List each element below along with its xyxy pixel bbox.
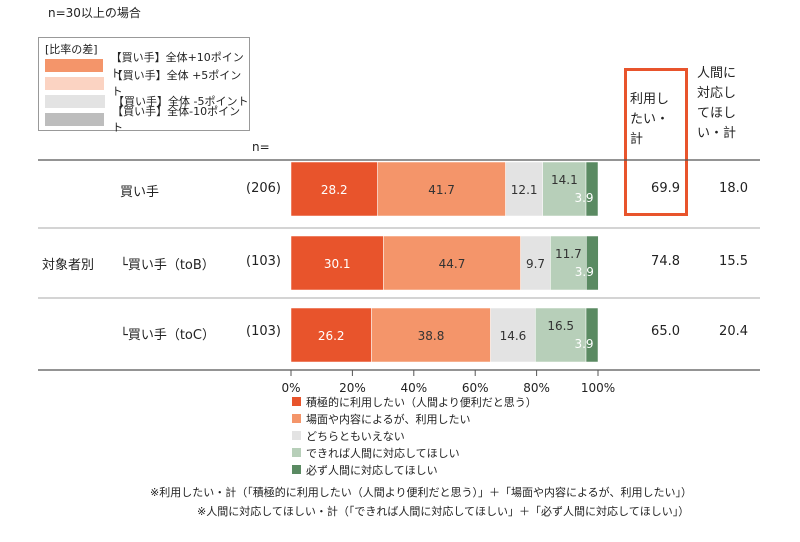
n-value: (103)	[246, 254, 281, 269]
row-label: └買い手（toC）	[120, 328, 215, 343]
x-tick-label: 40%	[400, 381, 427, 395]
footnote: ※利用したい・計（「積極的に利用したい（人間より便利だと思う）」＋「場面や内容に…	[150, 486, 692, 499]
difference-label: 【買い手】全体 -5ポイント	[113, 95, 249, 108]
difference-label: 【買い手】全体-10ポイント	[112, 105, 241, 134]
bar-segment	[586, 235, 599, 291]
data-label: 3.9	[574, 191, 593, 205]
use-header-line: たい・	[630, 112, 670, 127]
n-value: (103)	[246, 324, 281, 339]
difference-label: 【買い手】全体 +5ポイント	[111, 69, 242, 98]
difference-legend-item: 【買い手】全体 -5ポイント	[45, 93, 248, 109]
difference-legend-item: 【買い手】全体 +5ポイント	[45, 69, 249, 98]
bar-segment	[542, 161, 587, 217]
n-value: (206)	[246, 181, 281, 196]
legend-label: 場面や内容によるが、利用したい	[306, 412, 470, 426]
data-label: 26.2	[318, 329, 345, 343]
x-tick-label: 0%	[281, 381, 300, 395]
bar-segment	[377, 161, 506, 217]
legend-label: できれば人間に対応してほしい	[306, 446, 460, 460]
bar-segment	[383, 235, 521, 291]
use-total-value: 65.0	[651, 324, 680, 339]
difference-legend-title: [比率の差]	[45, 43, 98, 56]
data-label: 12.1	[511, 183, 538, 197]
difference-swatch	[45, 112, 105, 126]
x-tick-label: 60%	[462, 381, 489, 395]
data-label: 14.6	[500, 329, 527, 343]
human-header-line: い・計	[697, 126, 737, 141]
x-tick-label: 20%	[339, 381, 366, 395]
human-header-line: 人間に	[697, 66, 737, 81]
difference-legend-item: 【買い手】全体+10ポイント	[45, 51, 249, 80]
footnote: ※人間に対応してほしい・計（「できれば人間に対応してほしい」＋「必ず人間に対応し…	[197, 505, 690, 518]
legend-swatch	[292, 431, 301, 440]
bar-segment	[550, 235, 587, 291]
use-total-header: 利用し たい・ 計	[630, 90, 669, 150]
bar-segment	[290, 307, 372, 363]
difference-label: 【買い手】全体+10ポイント	[110, 51, 244, 80]
human-total-value: 15.5	[719, 254, 748, 269]
data-label: 3.9	[574, 337, 593, 351]
data-label: 38.8	[418, 329, 445, 343]
difference-legend-item: 【買い手】全体-10ポイント	[45, 105, 249, 134]
bar-segment	[585, 307, 599, 363]
bar-segment	[290, 235, 384, 291]
human-total-value: 20.4	[719, 324, 748, 339]
legend-swatch	[292, 448, 301, 457]
legend-swatch	[292, 465, 301, 474]
bar-segment	[535, 307, 587, 363]
legend-label: 必ず人間に対応してほしい	[306, 463, 438, 477]
bar-segment	[585, 161, 599, 217]
difference-swatch	[45, 58, 103, 72]
human-header-line: 対応し	[697, 86, 737, 101]
human-total-header: 人間に 対応し てほし い・計	[697, 64, 736, 144]
use-total-value: 74.8	[651, 254, 680, 269]
bar-segment	[371, 307, 491, 363]
data-label: 28.2	[321, 183, 348, 197]
sample-note: n=30以上の場合	[48, 6, 141, 20]
legend-label: どちらともいえない	[306, 430, 405, 443]
n-header: n=	[252, 140, 270, 154]
difference-swatch	[45, 76, 104, 90]
x-tick-label: 100%	[581, 381, 615, 395]
difference-legend: [比率の差] 【買い手】全体+10ポイント 【買い手】全体 +5ポイント 【買い…	[38, 37, 250, 134]
data-label: 3.9	[575, 265, 594, 279]
bar-segment	[290, 161, 378, 217]
data-label: 11.7	[555, 247, 582, 261]
difference-swatch	[45, 94, 105, 108]
data-label: 9.7	[526, 257, 545, 271]
legend-swatch	[292, 414, 301, 423]
bar-segment	[490, 307, 536, 363]
x-tick-label: 80%	[523, 381, 550, 395]
use-header-line: 利用し	[630, 92, 670, 107]
data-label: 14.1	[551, 173, 578, 187]
use-header-line: 計	[630, 132, 644, 147]
data-label: 41.7	[428, 183, 455, 197]
bar-segment	[505, 161, 543, 217]
group-label: 対象者別	[42, 258, 95, 273]
row-label: └買い手（toB）	[120, 258, 215, 273]
legend-label: 積極的に利用したい（人間より便利だと思う）	[306, 395, 537, 409]
human-header-line: てほし	[697, 106, 737, 121]
data-label: 30.1	[324, 257, 351, 271]
use-total-value: 69.9	[651, 181, 680, 196]
human-total-value: 18.0	[719, 181, 748, 196]
highlight-frame	[624, 68, 688, 216]
row-label: 買い手	[120, 185, 160, 200]
data-label: 44.7	[439, 257, 466, 271]
legend-swatch	[292, 397, 301, 406]
data-label: 16.5	[547, 319, 574, 333]
